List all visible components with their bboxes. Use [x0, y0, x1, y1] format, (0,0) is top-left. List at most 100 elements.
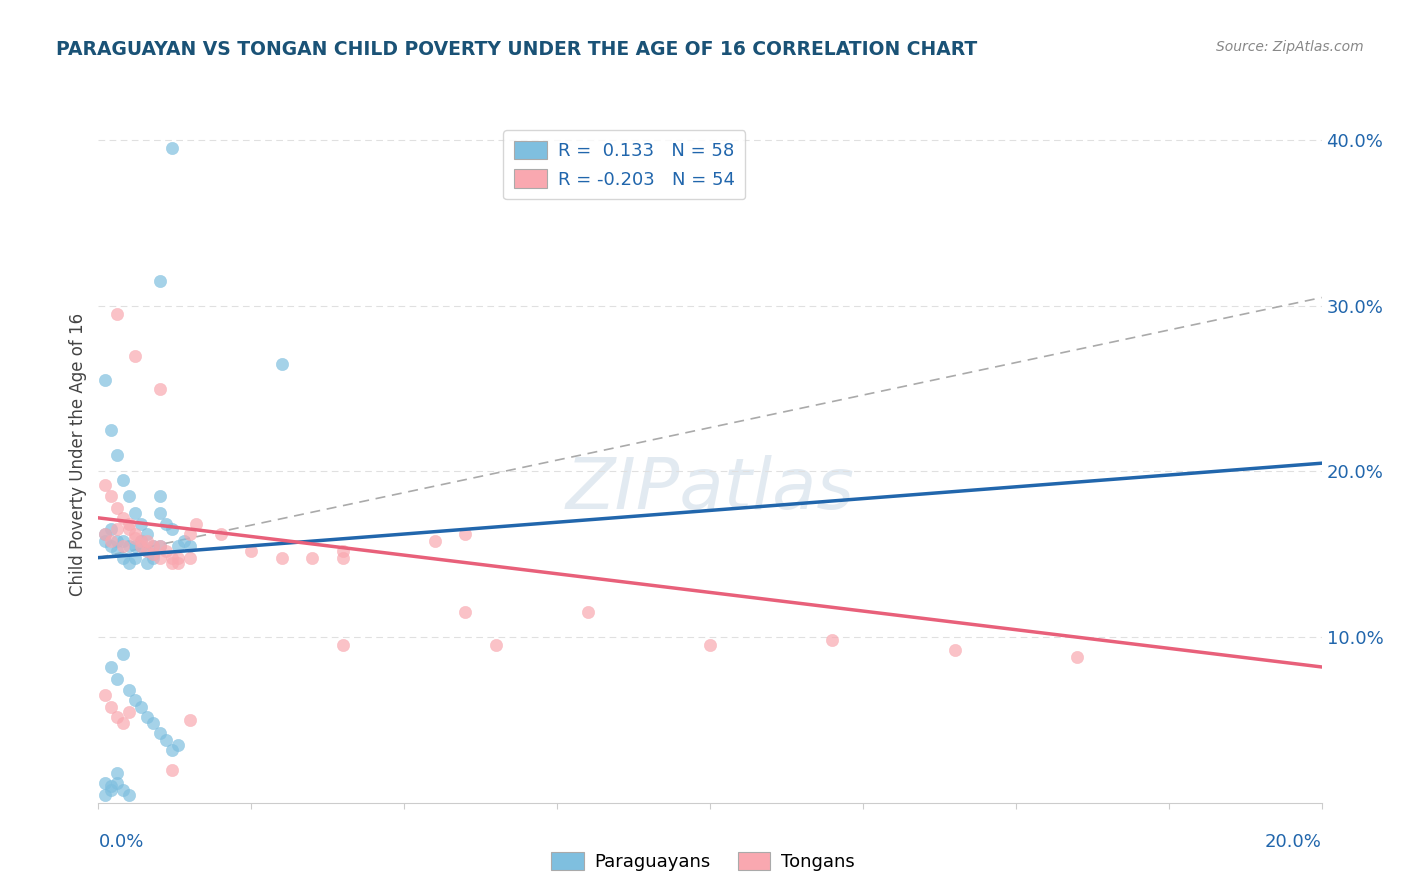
Point: [142, 550, 165, 565]
Point: [136, 534, 159, 549]
Legend: R =  0.133   N = 58, R = -0.203   N = 54: R = 0.133 N = 58, R = -0.203 N = 54: [503, 130, 745, 200]
Point: [160, 523, 183, 537]
Point: [105, 448, 128, 462]
Point: [93, 373, 115, 387]
Point: [149, 274, 172, 288]
Point: [124, 539, 146, 553]
Point: [943, 643, 966, 657]
Point: [93, 527, 115, 541]
Point: [105, 709, 128, 723]
Point: [129, 534, 152, 549]
Point: [332, 639, 354, 653]
Point: [142, 539, 165, 553]
Point: [160, 763, 183, 777]
Point: [142, 716, 165, 731]
Point: [149, 539, 172, 553]
Point: [118, 788, 141, 802]
Text: ZIPatlas: ZIPatlas: [565, 455, 855, 524]
Point: [129, 517, 152, 532]
Point: [149, 539, 172, 553]
Text: PARAGUAYAN VS TONGAN CHILD POVERTY UNDER THE AGE OF 16 CORRELATION CHART: PARAGUAYAN VS TONGAN CHILD POVERTY UNDER…: [56, 40, 977, 59]
Point: [129, 534, 152, 549]
Point: [129, 699, 152, 714]
Point: [209, 527, 232, 541]
Point: [105, 534, 128, 549]
Point: [105, 544, 128, 558]
Point: [105, 307, 128, 321]
Point: [100, 423, 122, 437]
Point: [240, 544, 263, 558]
Point: [179, 550, 201, 565]
Point: [160, 141, 183, 155]
Point: [118, 517, 141, 532]
Point: [124, 527, 146, 541]
Point: [100, 539, 122, 553]
Point: [142, 547, 165, 561]
Point: [100, 523, 122, 537]
Point: [111, 647, 134, 661]
Point: [100, 660, 122, 674]
Point: [111, 534, 134, 549]
Point: [93, 688, 115, 702]
Point: [301, 550, 323, 565]
Point: [129, 539, 152, 553]
Point: [160, 550, 183, 565]
Point: [821, 633, 844, 648]
Point: [100, 782, 122, 797]
Point: [454, 605, 477, 619]
Point: [93, 788, 115, 802]
Point: [1066, 650, 1088, 665]
Point: [100, 534, 122, 549]
Point: [118, 556, 141, 570]
Point: [124, 349, 146, 363]
Y-axis label: Child Poverty Under the Age of 16: Child Poverty Under the Age of 16: [69, 313, 87, 597]
Point: [136, 527, 159, 541]
Point: [124, 550, 146, 565]
Point: [149, 726, 172, 740]
Point: [111, 716, 134, 731]
Point: [111, 782, 134, 797]
Point: [149, 506, 172, 520]
Point: [332, 550, 354, 565]
Point: [160, 556, 183, 570]
Point: [186, 517, 208, 532]
Point: [136, 709, 159, 723]
Point: [129, 539, 152, 553]
Point: [167, 556, 190, 570]
Point: [136, 556, 159, 570]
Point: [93, 534, 115, 549]
Point: [270, 357, 292, 371]
Point: [118, 539, 141, 553]
Point: [124, 693, 146, 707]
Point: [576, 605, 599, 619]
Point: [142, 547, 165, 561]
Point: [454, 527, 477, 541]
Point: [699, 639, 721, 653]
Point: [270, 550, 292, 565]
Point: [155, 544, 177, 558]
Point: [485, 639, 508, 653]
Text: 20.0%: 20.0%: [1265, 832, 1322, 851]
Point: [100, 779, 122, 793]
Point: [100, 699, 122, 714]
Point: [105, 672, 128, 686]
Point: [167, 539, 190, 553]
Text: 0.0%: 0.0%: [98, 832, 143, 851]
Point: [93, 776, 115, 790]
Point: [136, 544, 159, 558]
Point: [93, 527, 115, 541]
Point: [179, 527, 201, 541]
Point: [105, 500, 128, 515]
Point: [160, 743, 183, 757]
Point: [111, 511, 134, 525]
Point: [149, 382, 172, 396]
Point: [142, 539, 165, 553]
Point: [167, 550, 190, 565]
Point: [100, 489, 122, 503]
Point: [173, 534, 195, 549]
Point: [332, 544, 354, 558]
Point: [179, 539, 201, 553]
Point: [124, 506, 146, 520]
Point: [136, 544, 159, 558]
Point: [105, 766, 128, 780]
